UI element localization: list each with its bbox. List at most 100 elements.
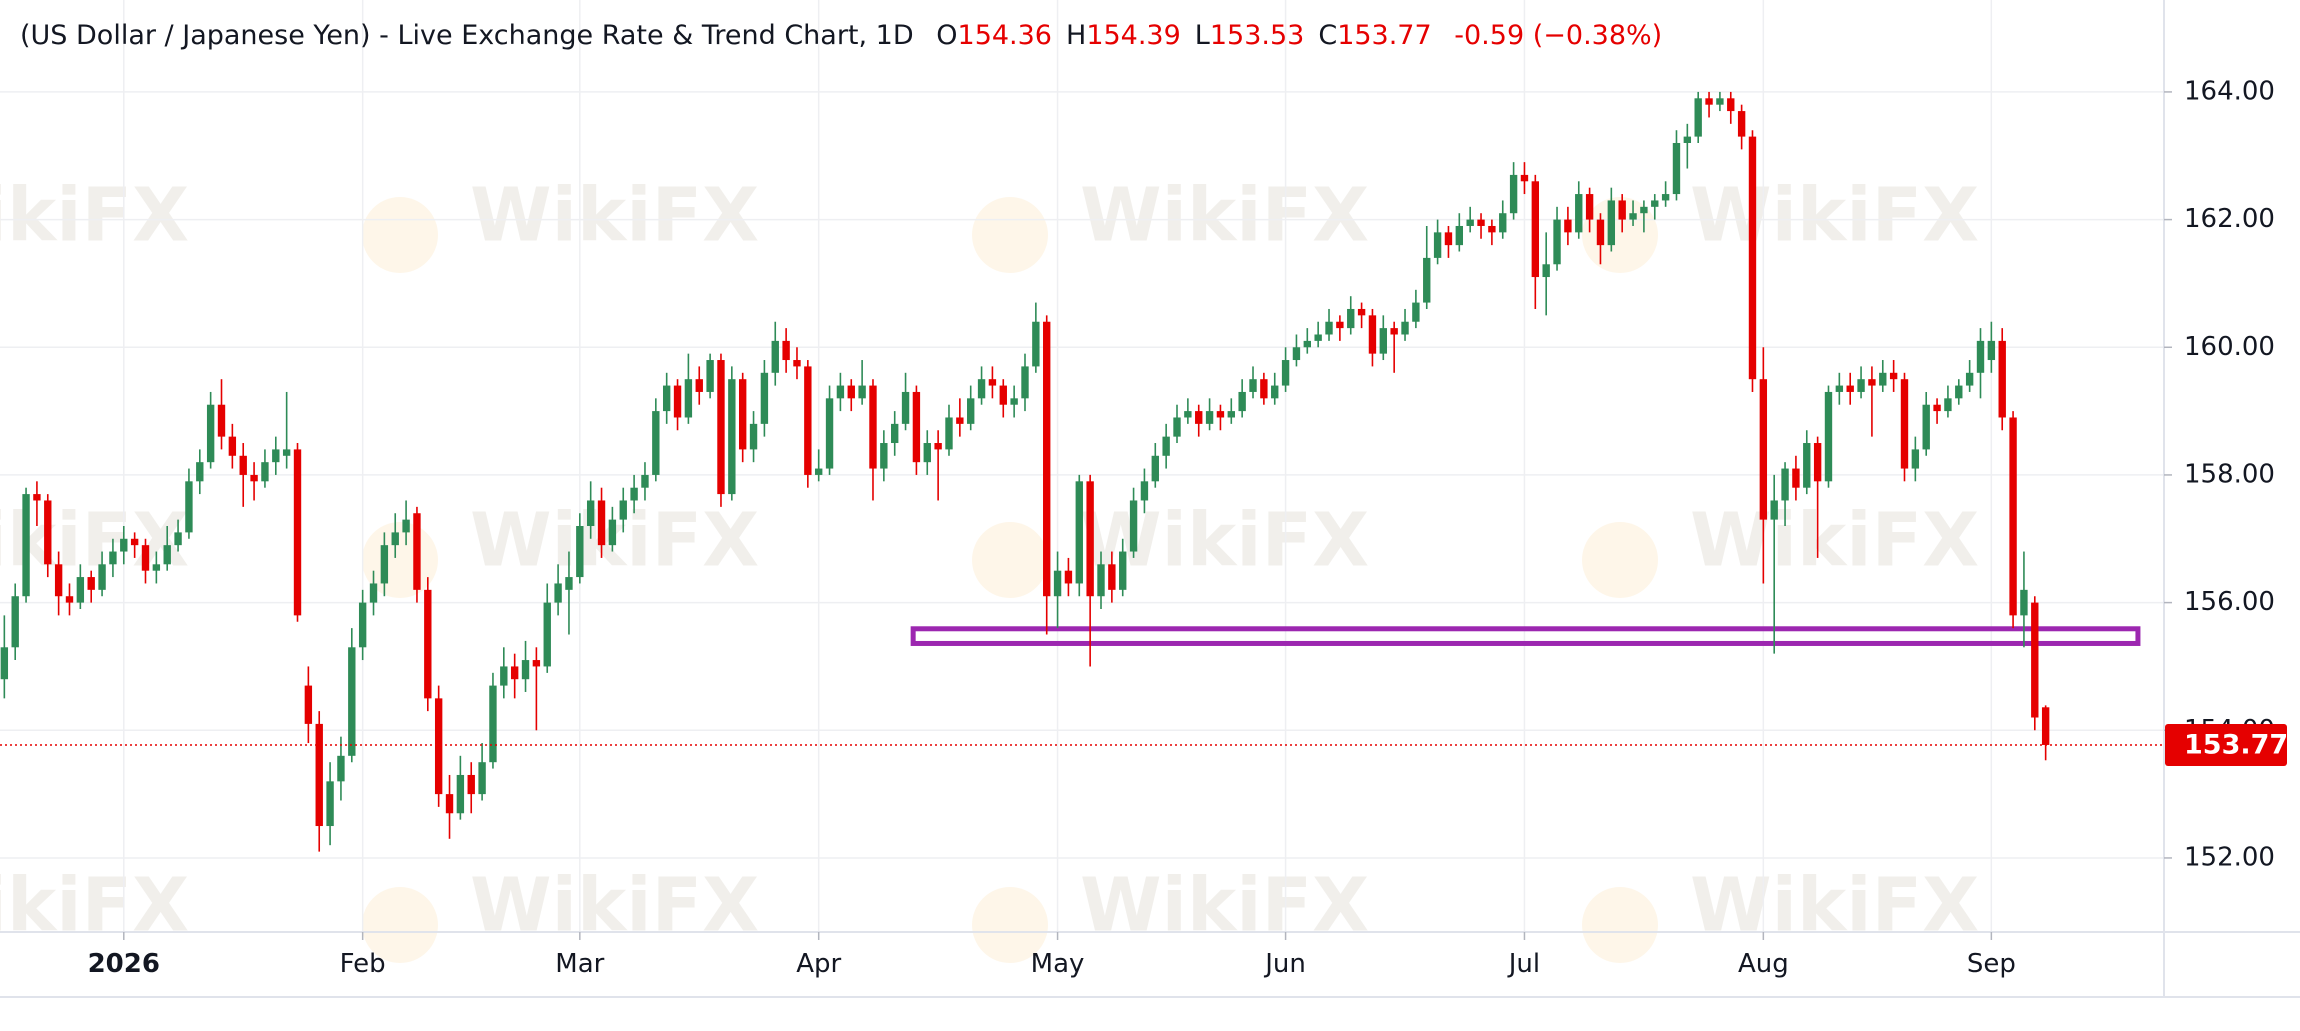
candle-body: [1520, 174, 1529, 182]
candle-body: [1596, 219, 1605, 246]
candle-body: [934, 443, 942, 450]
candle-body: [1064, 570, 1073, 584]
candle-body: [1140, 481, 1149, 501]
candle-body: [1477, 219, 1485, 226]
last-price-tag: [2165, 723, 2287, 766]
x-tick-label: Mar: [555, 949, 604, 979]
candle-body: [652, 411, 660, 475]
watermark: WikiFX: [1690, 173, 1979, 259]
candle-body: [1748, 136, 1757, 380]
candle-body: [576, 526, 584, 578]
candle-body: [434, 698, 443, 795]
candle-body: [1412, 302, 1420, 322]
candle-body: [1195, 411, 1203, 424]
candle-body: [1542, 264, 1550, 278]
candle-body: [1379, 328, 1388, 354]
candle-body: [673, 385, 682, 418]
candle-body: [619, 500, 627, 520]
candle-body: [749, 423, 758, 450]
x-tick-label: Apr: [796, 949, 841, 979]
candle-body: [1097, 564, 1105, 597]
candle-body: [98, 564, 106, 590]
x-tick-label: Jun: [1263, 949, 1306, 979]
candle-body: [597, 500, 606, 546]
candle-body: [1173, 417, 1181, 437]
candle-body: [1965, 372, 1974, 386]
candle-body: [825, 398, 834, 469]
watermark-logo: [1582, 887, 1658, 963]
candle-body: [1824, 391, 1833, 482]
candle-body: [1129, 500, 1138, 552]
legend-value: 153.53: [1209, 20, 1305, 51]
candle-body: [771, 340, 779, 373]
y-tick-label: 156.00: [2184, 587, 2275, 617]
candle-body: [315, 723, 323, 827]
candle-body: [1694, 98, 1702, 137]
watermark-logo: [972, 197, 1048, 273]
candle-body: [662, 385, 671, 412]
candle-body: [500, 666, 508, 686]
candle-body: [1216, 411, 1225, 418]
candle-body: [1618, 200, 1626, 220]
candle-body: [261, 462, 269, 482]
candle-body: [272, 449, 280, 463]
candle-body: [1433, 232, 1442, 258]
candle-body: [1575, 194, 1583, 233]
candle-body: [901, 391, 910, 424]
candle-body: [424, 589, 432, 699]
candle-body: [956, 417, 964, 424]
candle-body: [717, 360, 725, 495]
candle-body: [11, 596, 19, 648]
candle-body: [1010, 398, 1018, 405]
candle-body: [1509, 174, 1518, 214]
candle-body: [76, 577, 85, 603]
support-zone: [910, 626, 2141, 646]
candle-body: [1466, 219, 1474, 226]
watermark-logo: [1582, 522, 1658, 598]
candle-body: [923, 443, 931, 463]
chart-title: (US Dollar / Japanese Yen) - Live Exchan…: [20, 20, 914, 51]
candle-body: [1423, 257, 1431, 303]
candle-body: [2041, 707, 2050, 745]
candle-body: [1955, 385, 1963, 399]
candle-body: [1260, 379, 1268, 399]
candle-body: [1585, 194, 1594, 220]
candle-body: [2020, 589, 2028, 616]
x-tick-label: 2026: [88, 949, 160, 979]
candle-body: [1900, 379, 1909, 469]
candle-body: [1401, 321, 1409, 335]
candle-body: [977, 379, 986, 399]
last-price-label: 153.77: [2184, 729, 2288, 760]
candle-body: [728, 379, 736, 495]
candle-body: [1488, 225, 1496, 233]
candle-body: [467, 774, 475, 795]
y-tick-label: 152.00: [2184, 842, 2275, 872]
candle-body: [1032, 321, 1040, 367]
candle-body: [337, 755, 345, 782]
change-percent: (−0.38%): [1532, 20, 1663, 51]
candle-body: [1455, 225, 1464, 246]
candle-body: [33, 494, 41, 501]
candle-body: [1390, 328, 1398, 335]
candle-body: [586, 500, 595, 527]
y-tick-label: 162.00: [2184, 204, 2275, 234]
candle-body: [120, 538, 128, 552]
candle-body: [1813, 443, 1822, 482]
candle-body: [1271, 385, 1279, 399]
candle-body: [391, 532, 399, 546]
watermark-logo: [972, 887, 1048, 963]
candle-body: [478, 762, 486, 795]
candle-body: [1119, 551, 1127, 590]
candle-body: [1357, 308, 1366, 316]
watermark-logo: [972, 522, 1048, 598]
watermark-logo: [362, 887, 438, 963]
candle-body: [1661, 194, 1670, 201]
candle-body: [1021, 366, 1029, 399]
candle-body: [945, 417, 953, 450]
candle-body: [510, 666, 519, 680]
candle-body: [65, 596, 74, 603]
candle-body: [1889, 372, 1898, 380]
watermark: WikiFX: [1080, 863, 1369, 949]
candle-body: [760, 372, 769, 424]
candle-body: [1640, 206, 1648, 214]
